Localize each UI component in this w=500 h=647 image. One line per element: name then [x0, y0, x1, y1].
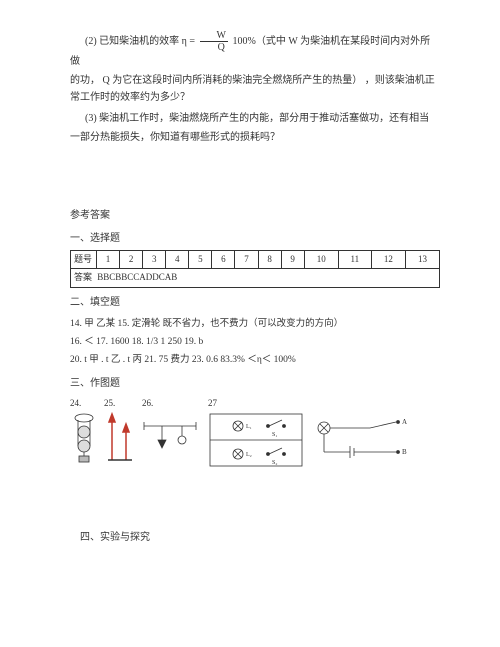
experiment-heading: 四、实验与探究: [80, 529, 440, 546]
fraction-numerator: W: [200, 30, 228, 42]
diagram-26-label: 26.: [142, 396, 153, 411]
choice-heading: 一、选择题: [70, 230, 440, 247]
diagram-27-label: 27: [208, 396, 217, 411]
q3-line1: (3) 柴油机工作时，柴油燃烧所产生的内能，部分用于推动活塞做功，还有相当: [70, 110, 440, 127]
table-cell: 9: [281, 251, 304, 269]
table-cell: 13: [405, 251, 439, 269]
q2-line2: 的功， Q 为它在这段时间内所消耗的柴油完全燃烧所产生的热量） ，则该柴油机正: [70, 72, 440, 89]
table-cell: 6: [212, 251, 235, 269]
fraction-denominator: Q: [200, 42, 228, 53]
question-2: (2) 已知柴油机的效率 η = W Q 100%（式中 W 为柴油机在某段时间…: [70, 30, 440, 106]
answer-run-cell: 答案 BBCBBCCADDCAB: [71, 269, 440, 287]
diagram-row: 24. 25. 26.: [70, 396, 440, 468]
fill-line-3: 20. t 甲 . t 乙 . t 丙 21. 75 费力 23. 0.6 83…: [70, 351, 440, 369]
question-3: (3) 柴油机工作时，柴油燃烧所产生的内能，部分用于推动活塞做功，还有相当 一部…: [70, 110, 440, 146]
answers-heading: 参考答案: [70, 207, 440, 224]
choice-table: 题号 1 2 3 4 5 6 7 8 9 10 11 12 13 答案 BBCB…: [70, 250, 440, 288]
table-cell: 2: [120, 251, 143, 269]
blank-space-2: [70, 468, 440, 523]
row-label-num: 题号: [71, 251, 97, 269]
diagram-24: 24.: [70, 396, 98, 464]
force-arrows-icon: [104, 412, 136, 464]
circuit-2-icon: A B: [310, 412, 410, 468]
diagram-right-label: [310, 396, 312, 411]
diagram-25-label: 25.: [104, 396, 115, 411]
diagram-27: 27 L₁ S₁ L₂ S₂: [208, 396, 304, 468]
fill-line-1: 14. 甲 乙某 15. 定滑轮 既不省力，也不费力（可以改变力的方向）: [70, 315, 440, 333]
fill-line-2: 16. ＜ 17. 1600 18. 1/3 1 250 19. b: [70, 333, 440, 351]
diagram-24-label: 24.: [70, 396, 81, 411]
q2-line3: 常工作时的效率约为多少？: [70, 89, 440, 106]
table-cell: 5: [189, 251, 212, 269]
table-cell: 8: [258, 251, 281, 269]
table-cell: 12: [371, 251, 405, 269]
table-cell: 10: [304, 251, 338, 269]
blank-space: [70, 146, 440, 201]
ans-label: 答案: [74, 272, 92, 282]
diagram-right: A B: [310, 396, 410, 468]
table-cell: 11: [338, 251, 371, 269]
table-cell: 4: [166, 251, 189, 269]
q3-line2: 一部分热能损失，你知道有哪些形式的损耗吗？: [70, 129, 440, 146]
table-cell: 3: [143, 251, 166, 269]
table-answer-row: 答案 BBCBBCCADDCAB: [71, 269, 440, 287]
svg-text:S₂: S₂: [272, 460, 277, 466]
fill-answers: 14. 甲 乙某 15. 定滑轮 既不省力，也不费力（可以改变力的方向） 16.…: [70, 315, 440, 369]
fill-heading: 二、填空题: [70, 294, 440, 311]
svg-text:S₁: S₁: [272, 432, 277, 438]
table-cell: 7: [235, 251, 258, 269]
circuit-1-icon: L₁ S₁ L₂ S₂: [208, 412, 304, 468]
table-cell: 1: [97, 251, 120, 269]
q2-line1: (2) 已知柴油机的效率 η = W Q 100%（式中 W 为柴油机在某段时间…: [70, 30, 440, 70]
svg-text:B: B: [402, 448, 407, 456]
diagram-heading: 三、作图题: [70, 375, 440, 392]
diagram-25: 25.: [104, 396, 136, 464]
ans-letters: BBCBBCCADDCAB: [97, 272, 177, 282]
pulley-icon: [70, 412, 98, 464]
q2-pre: (2) 已知柴油机的效率 η =: [85, 36, 198, 47]
table-header-row: 题号 1 2 3 4 5 6 7 8 9 10 11 12 13: [71, 251, 440, 269]
diagram-26: 26.: [142, 396, 202, 464]
svg-text:A: A: [402, 418, 407, 426]
svg-text:L₂: L₂: [246, 452, 252, 458]
lever-icon: [142, 412, 202, 464]
fraction-w-over-q: W Q: [200, 30, 228, 53]
svg-text:L₁: L₁: [246, 424, 252, 430]
